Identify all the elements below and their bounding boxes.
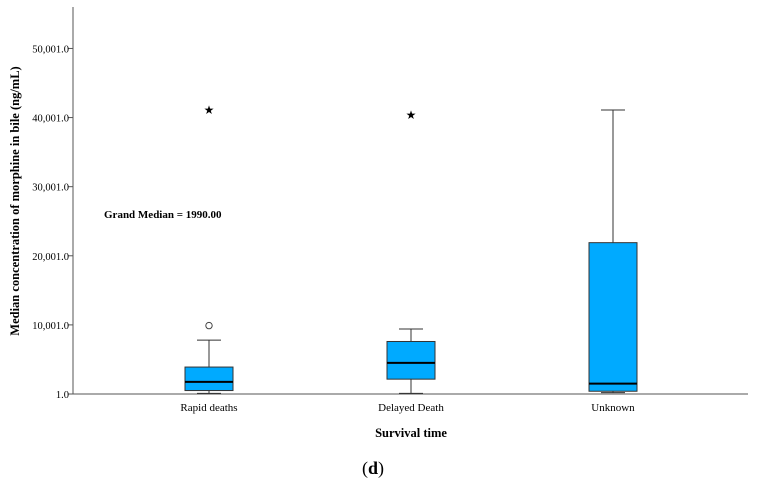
x-axis-tick-labels: Rapid deaths Delayed Death Unknown xyxy=(180,402,635,414)
y-tick-label: 30,001.0 xyxy=(32,183,69,194)
iqr-box xyxy=(386,340,436,380)
x-tick-label: Rapid deaths xyxy=(180,402,237,414)
annotation-grand-median: Grand Median = 1990.00 xyxy=(104,209,222,221)
plot-axes xyxy=(72,7,748,395)
outlier-star: ★ xyxy=(204,103,215,117)
box-series: ★ ★ xyxy=(184,103,638,394)
y-tick-label: 20,001.0 xyxy=(32,252,69,263)
outlier-star: ★ xyxy=(406,108,417,122)
panel-label: (d) xyxy=(362,458,384,479)
x-axis-title: Survival time xyxy=(375,426,447,440)
y-tick-label: 10,001.0 xyxy=(32,321,69,332)
box-group: ★ xyxy=(184,103,234,394)
y-axis-title: Median concentration of morphine in bile… xyxy=(8,66,22,335)
x-tick-label: Delayed Death xyxy=(378,402,444,414)
y-tick-label: 1.0 xyxy=(56,390,69,401)
iqr-box xyxy=(184,366,234,392)
y-tick-label: 50,001.0 xyxy=(32,44,69,55)
y-axis-ticks: 1.0 10,001.0 20,001.0 30,001.0 40,001.0 50,00… xyxy=(32,44,73,401)
outlier-circle xyxy=(205,321,213,330)
iqr-box xyxy=(588,242,638,392)
x-tick-label: Unknown xyxy=(591,402,635,414)
box-group: ★ xyxy=(386,108,436,394)
box-group xyxy=(588,109,638,394)
y-tick-label: 40,001.0 xyxy=(32,114,69,125)
